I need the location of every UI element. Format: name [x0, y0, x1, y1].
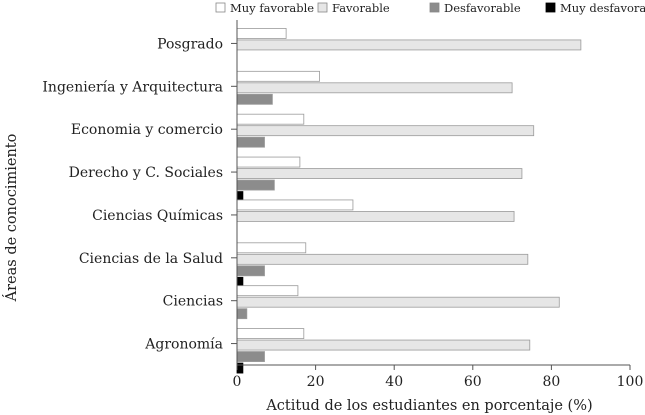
category-label-ciencias-quimicas: Ciencias Químicas: [92, 208, 223, 224]
bar-favorable-economia-y-comercio: [236, 125, 535, 137]
axes: 0 20 40 60 80 100: [231, 20, 643, 390]
category-label-derecho-y-c-sociales: Derecho y C. Sociales: [69, 165, 223, 181]
bar-favorable-posgrado: [236, 39, 582, 51]
bar-favorable-ciencias-de-la-salud: [236, 253, 529, 265]
bar-favorable-ingenieria-y-arquitectura: [236, 82, 513, 94]
bar-desfavorable-derecho-y-c-sociales: [236, 179, 275, 191]
legend-swatch-muy-desfavorable: [545, 2, 556, 13]
bar-desfavorable-economia-y-comercio: [236, 136, 265, 148]
bar-favorable-ciencias: [236, 296, 560, 308]
bar-muy-favorable-posgrado: [236, 28, 287, 39]
bar-muy-favorable-derecho-y-c-sociales: [236, 156, 301, 168]
x-axis-title: Actitud de los estudiantes en porcentaje…: [265, 398, 592, 414]
legend-swatch-muy-favorable: [215, 2, 226, 13]
x-tick-label-0: 0: [233, 374, 242, 390]
y-axis-title: Áreas de conocimiento: [2, 134, 20, 303]
bar-favorable-ciencias-quimicas: [236, 211, 515, 222]
legend-swatch-favorable: [317, 2, 328, 13]
category-label-ciencias: Ciencias: [163, 294, 223, 310]
bar-muy-favorable-agronomia: [236, 328, 305, 339]
legend-swatch-desfavorable: [429, 2, 440, 13]
bar-favorable-derecho-y-c-sociales: [236, 168, 523, 179]
legend: Muy favorable Favorable Desfavorable Muy de…: [215, 1, 645, 15]
x-tick-label-60: 60: [464, 374, 482, 390]
bar-desfavorable-ciencias: [236, 308, 248, 320]
category-label-ingenieria-y-arquitectura: Ingeniería y Arquitectura: [42, 79, 223, 95]
bar-muy-favorable-ingenieria-y-arquitectura: [236, 70, 320, 82]
bar-muy-favorable-ciencias-de-la-salud: [236, 242, 307, 254]
x-tick-label-100: 100: [617, 374, 644, 390]
category-label-ciencias-de-la-salud: Ciencias de la Salud: [79, 251, 223, 267]
bar-desfavorable-ciencias-de-la-salud: [236, 265, 265, 277]
category-label-economia-y-comercio: Economia y comercio: [71, 122, 223, 138]
bar-desfavorable-ingenieria-y-arquitectura: [236, 93, 273, 105]
legend-label-muy-desfavorable: Muy desfavorable: [560, 1, 645, 15]
category-label-agronomia: Agronomía: [144, 337, 223, 353]
legend-label-muy-favorable: Muy favorable: [230, 1, 314, 15]
bars: [236, 28, 582, 374]
x-tick-label-40: 40: [385, 374, 403, 390]
bar-favorable-agronomia: [236, 339, 531, 351]
bar-muy-favorable-ciencias-quimicas: [236, 199, 354, 211]
category-label-posgrado: Posgrado: [157, 36, 223, 52]
legend-label-desfavorable: Desfavorable: [444, 1, 521, 15]
bar-desfavorable-agronomia: [236, 351, 265, 362]
bar-muy-favorable-economia-y-comercio: [236, 113, 305, 125]
bar-muy-favorable-ciencias: [236, 285, 299, 297]
legend-label-favorable: Favorable: [332, 1, 390, 15]
x-tick-label-20: 20: [307, 374, 325, 390]
category-labels: Posgrado Ingeniería y Arquitectura Economi…: [42, 36, 223, 352]
x-tick-label-80: 80: [542, 374, 560, 390]
